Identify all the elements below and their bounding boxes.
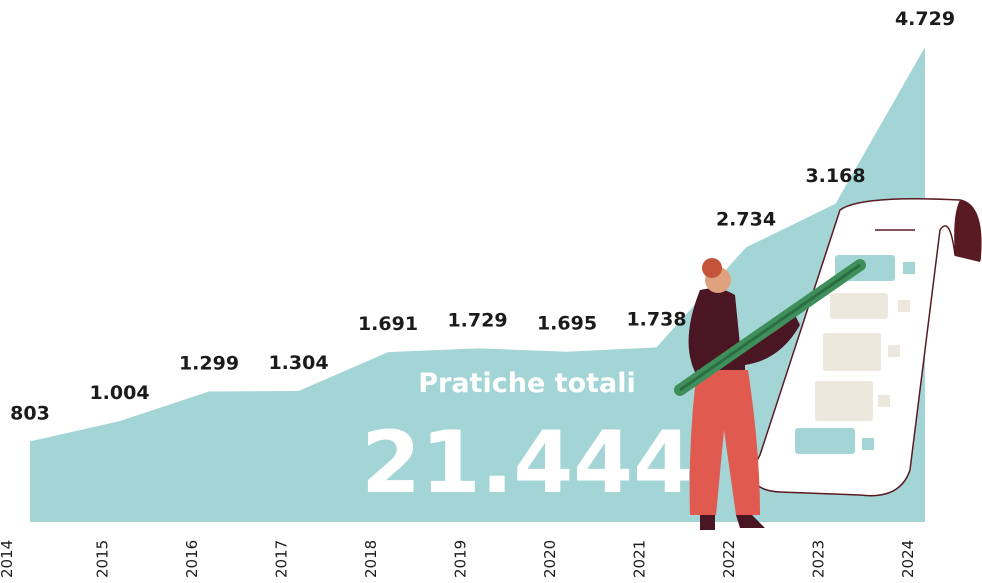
value-label: 1.691 <box>358 313 418 335</box>
x-tick-label: 2019 <box>452 540 470 578</box>
x-tick-label: 2016 <box>183 540 201 578</box>
x-tick-label: 2014 <box>0 540 16 578</box>
annotation-label: Pratiche totali <box>418 368 636 399</box>
value-label: 3.168 <box>805 165 865 187</box>
chart: 803 1.004 1.299 1.304 1.691 1.729 1.695 1.738 2.… <box>0 0 982 583</box>
x-tick-label: 2015 <box>94 540 112 578</box>
x-tick-label: 2023 <box>810 540 828 578</box>
x-tick-label: 2022 <box>720 540 738 578</box>
value-label: 1.304 <box>268 352 328 374</box>
value-label: 1.004 <box>89 382 149 404</box>
value-label: 1.738 <box>626 308 686 330</box>
value-label: 1.729 <box>447 309 507 331</box>
value-label: 1.299 <box>179 353 239 375</box>
x-tick-label: 2018 <box>362 540 380 578</box>
value-label: 1.695 <box>537 313 597 335</box>
x-tick-label: 2020 <box>541 540 559 578</box>
value-label: 4.729 <box>895 8 955 30</box>
value-label: 2.734 <box>716 208 776 230</box>
annotation-total: 21.444 <box>361 413 693 513</box>
value-label: 803 <box>10 402 50 424</box>
x-tick-label: 2024 <box>899 540 917 578</box>
x-tick-label: 2017 <box>273 540 291 578</box>
x-tick-label: 2021 <box>631 540 649 578</box>
